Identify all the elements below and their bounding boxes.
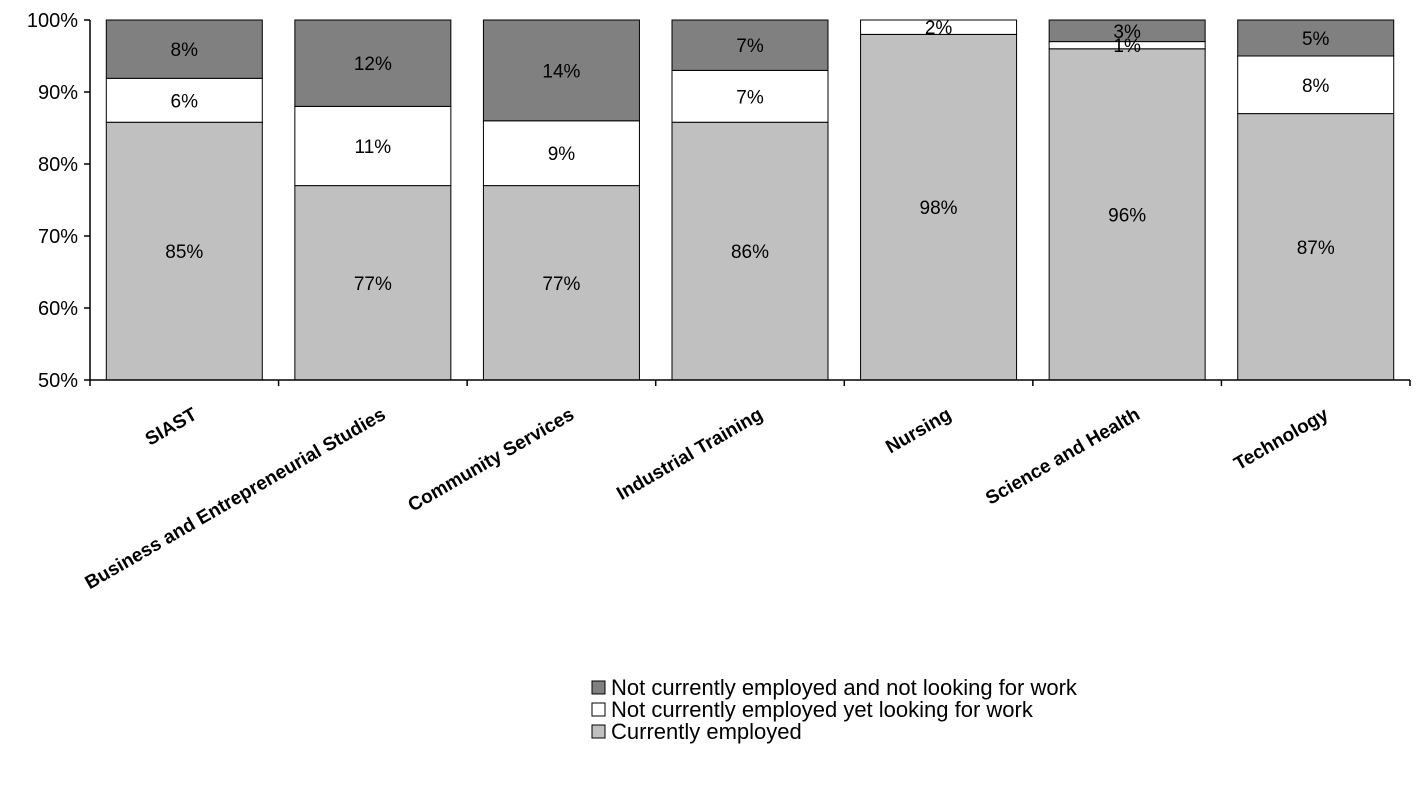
y-tick-label: 100% [27,10,78,32]
data-label-science-and-health-series-1: 1% [1113,36,1141,57]
bar-technology-series-2 [1237,19,1395,57]
legend-label-not-currently-employed-yet-looking-for-work: Not currently employed yet looking for w… [611,697,1034,722]
category-label-business-and-entrepreneurial-studies: Business and Entrepreneurial Studies [82,404,390,594]
legend-swatch-not-currently-employed-and-not-looking-for-work [591,680,606,695]
category-label-siast: SIAST [142,404,201,450]
legend: Not currently employed and not looking f… [591,675,1078,744]
category-label-industrial-training: Industrial Training [613,404,766,505]
data-label-industrial-training-series-1: 7% [736,87,764,108]
y-tick-labels: 50% 60% 70% 80% 90% 100% [27,10,78,392]
legend-swatch-not-currently-employed-yet-looking-for-work [591,702,606,717]
axes-layer [84,19,1411,386]
category-label-technology: Technology [1231,404,1333,475]
data-label-technology-series-0: 87% [1297,238,1335,259]
bars-layer [105,19,1395,381]
bar-technology-series-1 [1237,55,1395,115]
data-label-community-services-series-2: 14% [542,61,580,82]
data-label-nursing-series-0: 98% [920,198,958,219]
bar-community-services-series-1 [482,120,640,187]
data-label-community-services-series-1: 9% [548,144,576,165]
bar-business-and-entrepreneurial-studies-series-0 [294,185,452,381]
data-label-technology-series-2: 5% [1302,29,1330,50]
data-label-science-and-health-series-0: 96% [1108,205,1146,226]
y-tick-label: 60% [38,298,78,320]
category-label-community-services: Community Services [405,404,578,516]
category-label-science-and-health: Science and Health [982,404,1143,509]
legend-label-not-currently-employed-and-not-looking-for-work: Not currently employed and not looking f… [611,675,1078,700]
bar-siast-series-1 [105,77,263,123]
bar-technology-series-0 [1237,113,1395,381]
data-label-business-and-entrepreneurial-studies-series-0: 77% [354,274,392,295]
legend-swatch-currently-employed [591,724,606,739]
data-labels-layer: 85% 6% 8% 77% 11% 12% 77% 9% 14% 86% 7% 7% 98% 2% 96% 1… [165,18,1335,295]
y-tick-label: 90% [38,82,78,104]
data-label-siast-series-0: 85% [165,242,203,263]
data-label-business-and-entrepreneurial-studies-series-2: 12% [354,54,392,75]
data-label-science-and-health-series-2: 3% [1113,22,1141,43]
bar-community-services-series-0 [482,185,640,381]
category-label-nursing: Nursing [882,404,955,458]
y-tick-label: 80% [38,154,78,176]
bar-industrial-training-series-2 [671,19,829,71]
bar-industrial-training-series-0 [671,121,829,381]
bar-science-and-health-series-2 [1048,19,1206,43]
data-label-siast-series-2: 8% [171,40,199,61]
data-label-siast-series-1: 6% [171,91,199,112]
data-label-industrial-training-series-0: 86% [731,242,769,263]
data-label-nursing-series-1: 2% [925,18,953,39]
bar-siast-series-0 [105,121,263,381]
bar-siast-series-2 [105,19,263,79]
bar-nursing-series-1 [860,19,1018,35]
y-tick-label: 70% [38,226,78,248]
bar-business-and-entrepreneurial-studies-series-2 [294,19,452,107]
bar-business-and-entrepreneurial-studies-series-1 [294,105,452,187]
bar-nursing-series-0 [860,33,1018,381]
legend-label-currently-employed: Currently employed [611,719,802,744]
bar-community-services-series-2 [482,19,640,122]
bar-science-and-health-series-0 [1048,48,1206,381]
data-label-technology-series-1: 8% [1302,76,1330,97]
data-label-business-and-entrepreneurial-studies-series-1: 11% [355,137,392,158]
data-label-industrial-training-series-2: 7% [736,36,764,57]
data-label-community-services-series-0: 77% [542,274,580,295]
y-tick-label: 50% [38,370,78,392]
bar-industrial-training-series-1 [671,69,829,123]
